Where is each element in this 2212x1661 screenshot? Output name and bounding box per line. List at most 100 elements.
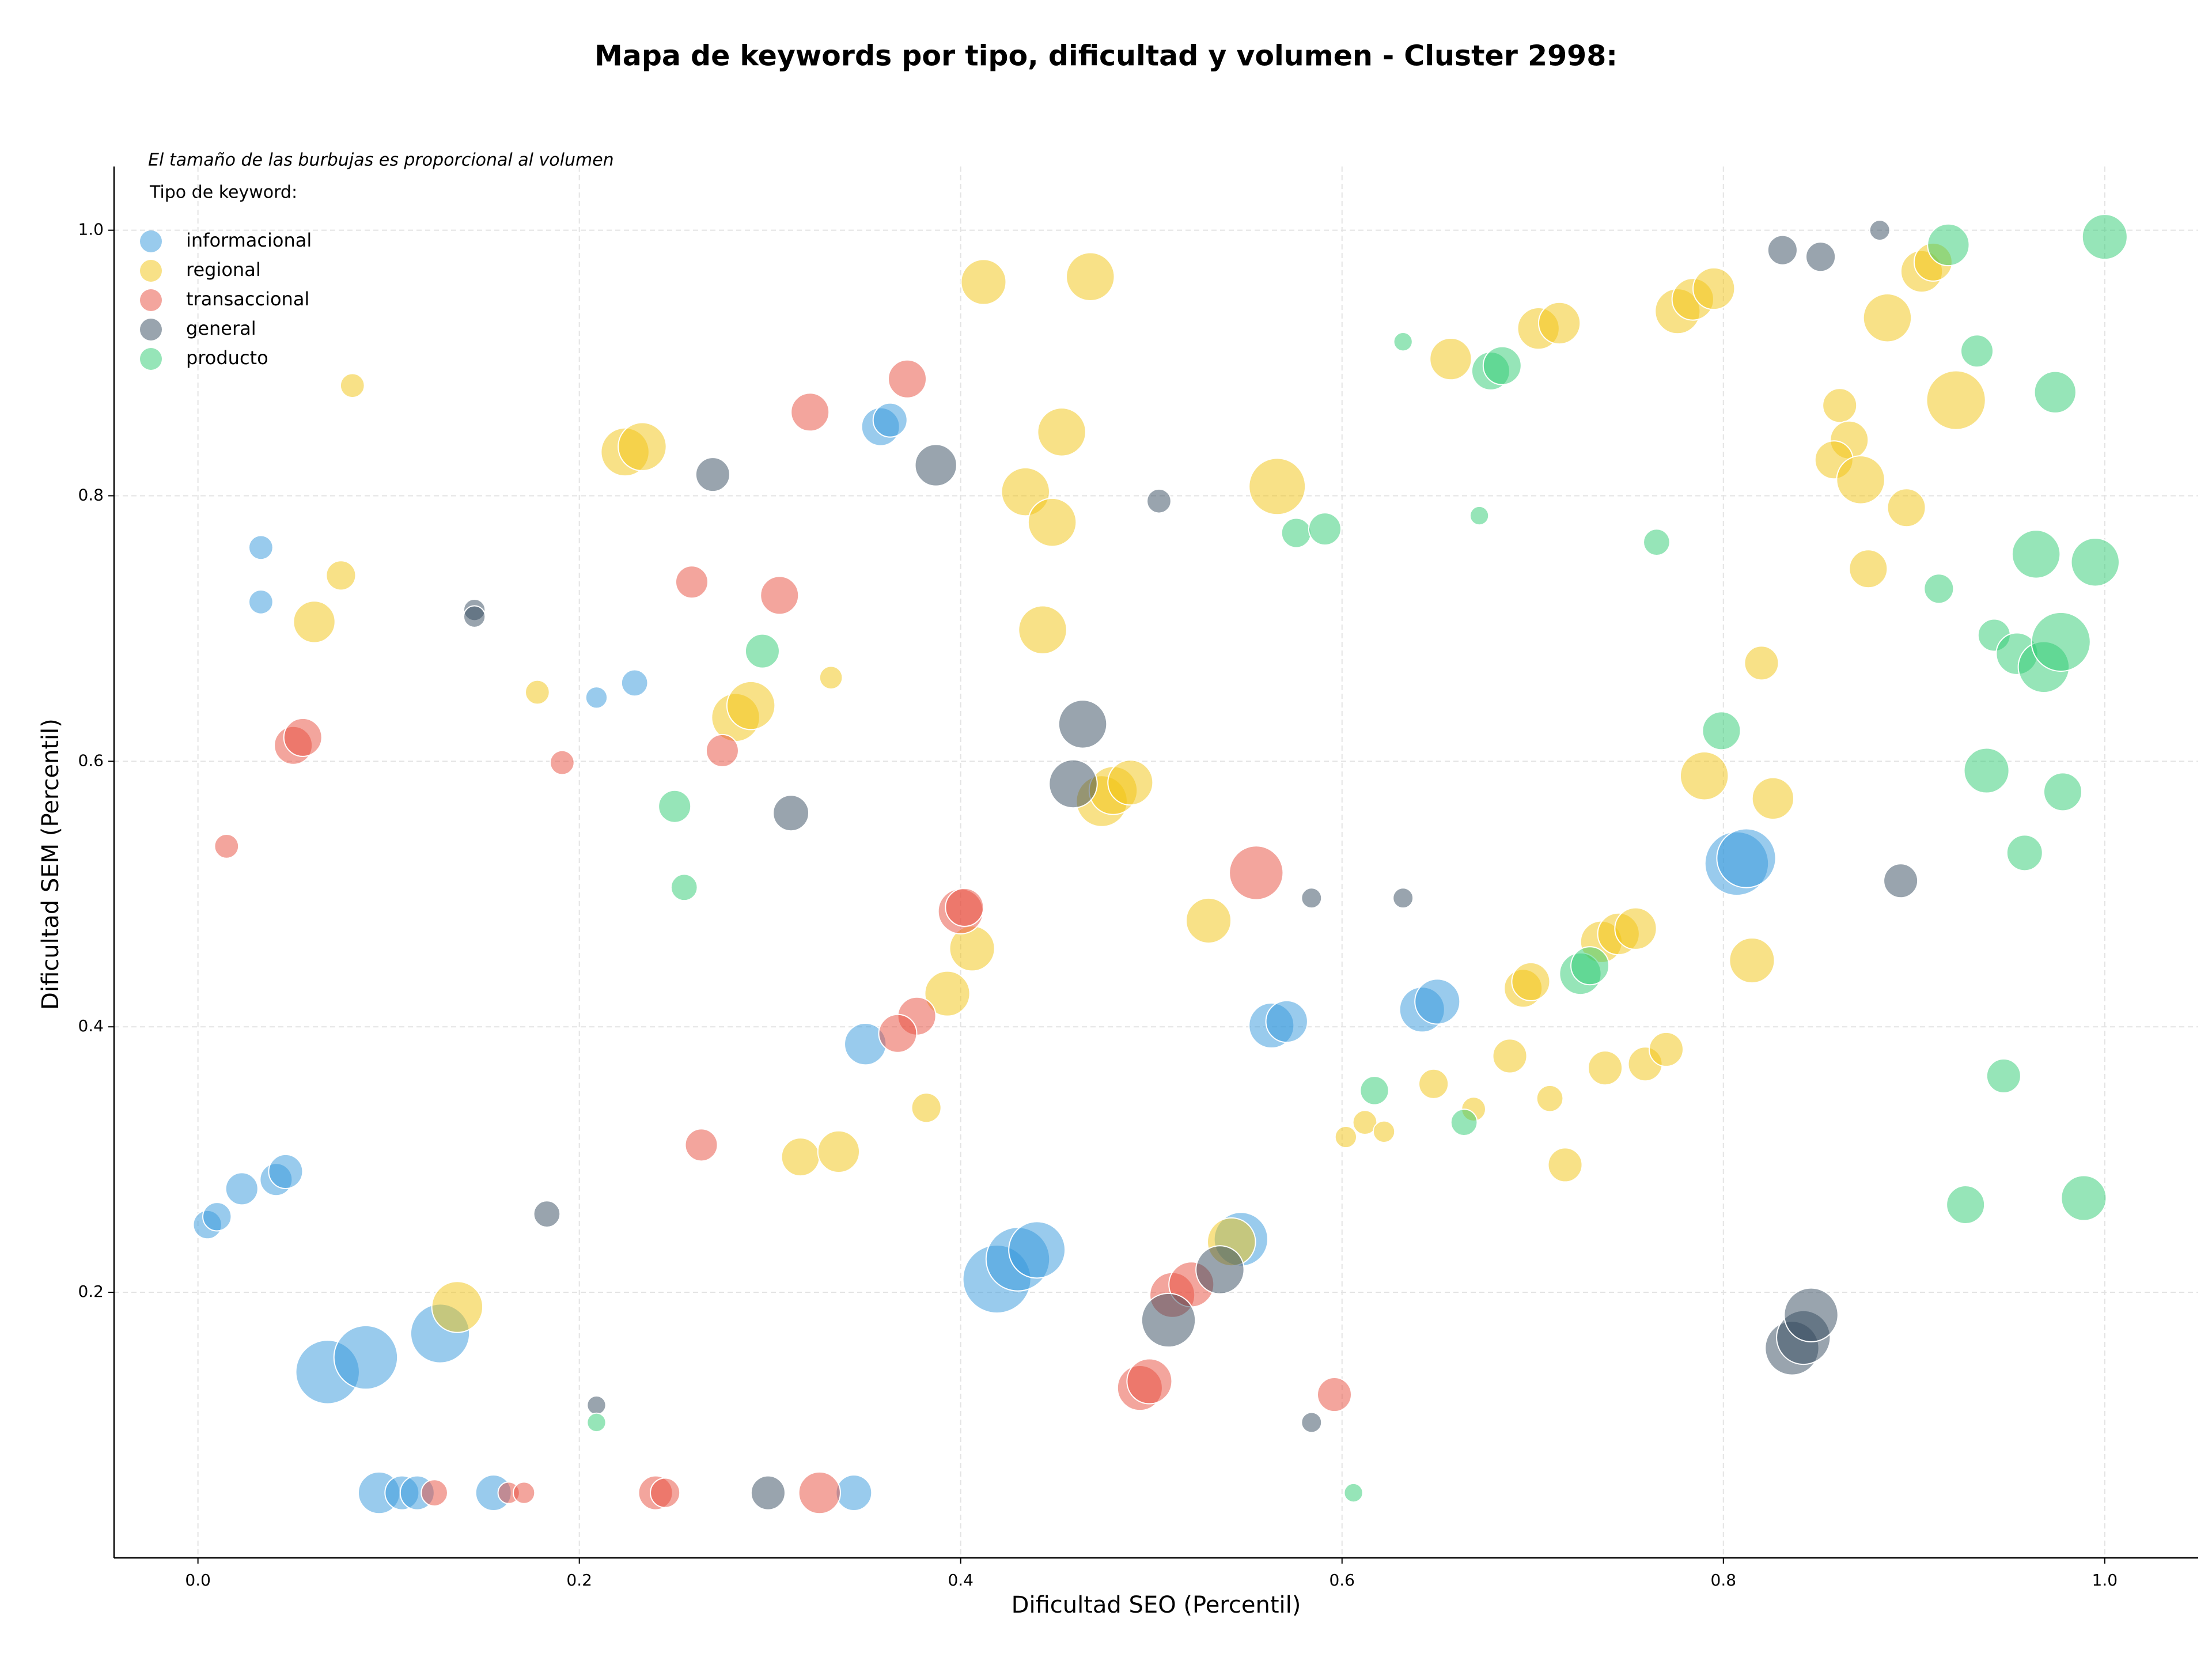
legend-label: producto (186, 347, 268, 369)
y-tick-label: 0.6 (78, 751, 104, 770)
bubble (2081, 214, 2128, 260)
bubble (1986, 1058, 2021, 1094)
bubble (248, 589, 274, 615)
bubble (248, 535, 274, 561)
bubble (225, 1172, 259, 1206)
bubble (1146, 488, 1172, 514)
bubble (695, 457, 730, 493)
bubble (1107, 759, 1154, 806)
bubble (705, 733, 739, 767)
bubble (1414, 978, 1461, 1025)
bubble (1359, 1076, 1389, 1106)
bubble (618, 422, 667, 471)
bubble (772, 794, 810, 832)
bubble (1343, 1482, 1363, 1503)
bubble (1869, 220, 1891, 241)
x-tick-label: 0.0 (185, 1571, 211, 1590)
bubble (1822, 388, 1858, 423)
bubble (1887, 488, 1926, 528)
x-axis-label: Dificultad SEO (Percentil) (1012, 1592, 1301, 1618)
legend-marker (140, 348, 162, 370)
bubble (1392, 887, 1414, 909)
bubble (1265, 1000, 1308, 1043)
bubble (924, 970, 971, 1017)
bubble (945, 887, 984, 927)
bubble (293, 600, 336, 644)
bubble (1849, 549, 1888, 589)
bubble (1058, 699, 1108, 749)
bubble (1744, 645, 1779, 681)
bubble (1643, 528, 1671, 557)
bubble (1418, 1068, 1449, 1099)
bubble (1301, 1412, 1323, 1433)
bubble (726, 680, 776, 731)
legend-label: informacional (186, 229, 312, 251)
bubble (1614, 907, 1657, 950)
bubble (586, 1395, 607, 1416)
legend-label: regional (186, 259, 261, 281)
bubble (268, 1153, 304, 1189)
bubble (1783, 1287, 1839, 1342)
bubble (214, 833, 240, 859)
bubble (2033, 370, 2077, 414)
bubble (1027, 497, 1077, 547)
bubble (1923, 573, 1955, 604)
legend-marker (140, 319, 162, 340)
bubble (1836, 455, 1885, 505)
bubble (431, 1281, 484, 1333)
bubble (1229, 845, 1284, 901)
bubble (1960, 334, 1994, 368)
bubble (675, 565, 709, 599)
bubble (750, 1475, 786, 1511)
bubble (1281, 517, 1312, 548)
bubble (585, 686, 608, 709)
bubble (513, 1481, 536, 1504)
legend-marker (140, 289, 162, 311)
bubble (1648, 1031, 1684, 1067)
bubble (202, 1202, 232, 1232)
bubble (2006, 834, 2043, 872)
bubble (670, 873, 698, 902)
bubble (1767, 234, 1798, 266)
bubble (1066, 252, 1115, 302)
bubble (1927, 223, 1970, 267)
bubble (1352, 1110, 1378, 1136)
y-axis-label: Dificultad SEM (Percentil) (37, 718, 64, 1010)
bubble (1716, 828, 1777, 888)
bubble (325, 560, 357, 591)
bubble (658, 789, 692, 823)
bubble (339, 373, 365, 399)
bubble (1570, 946, 1610, 986)
bubble (1536, 1084, 1564, 1113)
bubbles (192, 214, 2128, 1515)
legend-marker (140, 230, 162, 252)
bubble (2043, 772, 2082, 812)
bubble (1429, 337, 1472, 381)
bubble (1862, 293, 1912, 343)
bubble (1537, 301, 1581, 345)
bubble (1141, 1292, 1196, 1348)
bubble (283, 717, 323, 757)
bubble (1372, 1120, 1396, 1143)
bubble (1702, 711, 1741, 751)
bubble (620, 669, 649, 697)
bubble (1248, 457, 1306, 516)
bubble (421, 1479, 448, 1507)
bubble (1308, 512, 1342, 546)
bubble (2011, 529, 2061, 579)
bubble (586, 1412, 607, 1433)
bubble (888, 359, 927, 399)
y-tick-label: 1.0 (78, 220, 104, 239)
y-tick-label: 0.4 (78, 1016, 104, 1035)
bubble (684, 1128, 718, 1162)
bubble (817, 1130, 861, 1174)
bubble (760, 576, 800, 615)
x-tick-label: 1.0 (2092, 1571, 2118, 1590)
bubble (914, 444, 957, 487)
bubble (1316, 1377, 1353, 1413)
bubble (819, 665, 843, 690)
legend-label: transaccional (186, 288, 309, 310)
bubble (1048, 759, 1098, 809)
bubble (1393, 332, 1413, 352)
x-tick-label: 0.6 (1329, 1571, 1355, 1590)
